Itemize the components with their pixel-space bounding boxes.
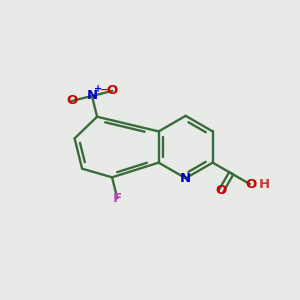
Text: N: N [86, 89, 98, 103]
Text: F: F [113, 192, 122, 205]
Text: O: O [246, 178, 257, 190]
Text: O: O [66, 94, 77, 107]
Text: O: O [106, 85, 118, 98]
Text: +: + [94, 84, 103, 94]
Text: N: N [180, 172, 191, 185]
Text: H: H [259, 178, 270, 190]
Text: O: O [215, 184, 227, 197]
Text: −: − [100, 85, 110, 94]
